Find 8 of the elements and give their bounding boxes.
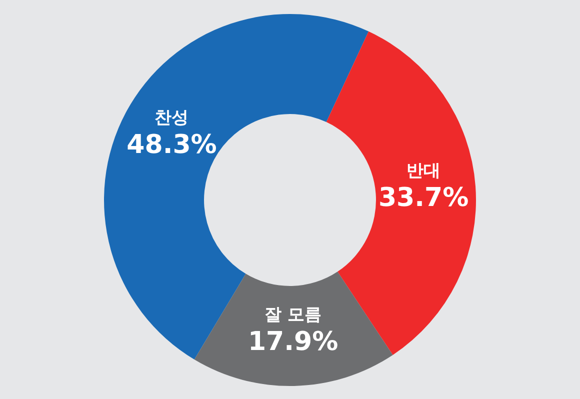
data-label: 33.7% — [378, 183, 469, 214]
slice-label: 찬성 — [154, 108, 189, 128]
donut-slice — [104, 14, 369, 360]
slice-label: 잘 모름 — [264, 304, 322, 325]
data-label: 48.3% — [126, 130, 217, 160]
data-label: 17.9% — [248, 326, 338, 357]
donut-slice — [194, 272, 393, 386]
slice-label: 반대 — [406, 161, 441, 182]
